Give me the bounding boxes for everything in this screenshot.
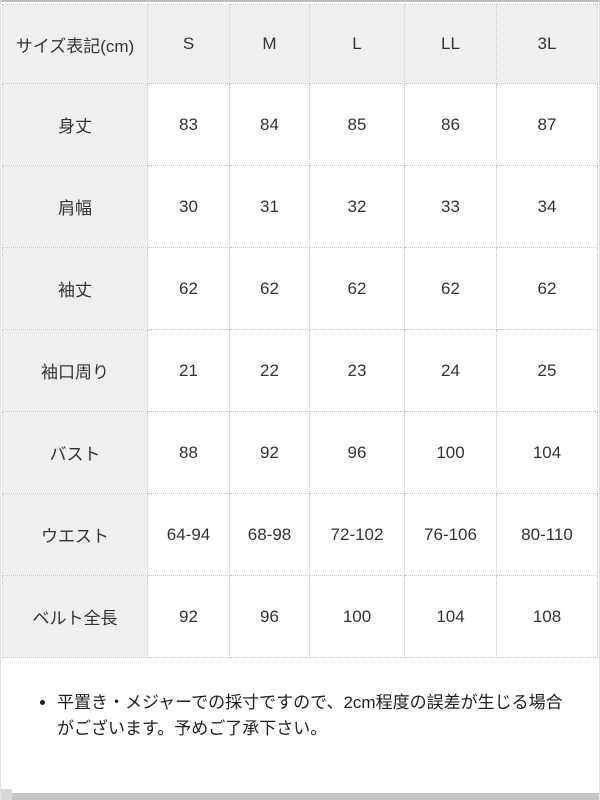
measurement-cell: 23 <box>309 329 405 412</box>
measurement-cell: 62 <box>147 247 230 330</box>
measurement-cell: 31 <box>229 165 310 248</box>
measurement-cell: 24 <box>404 329 497 412</box>
measurement-cell: 22 <box>229 329 310 412</box>
table-header-row: サイズ表記(cm) S M L LL 3L <box>2 4 598 84</box>
measurement-cell: 92 <box>147 575 230 658</box>
table-row: 身丈 83 84 85 86 87 <box>2 83 598 166</box>
table-row: バスト 88 92 96 100 104 <box>2 411 598 494</box>
note-list: 平置き・メジャーでの採寸ですので、2cm程度の誤差が生じる場合がございます。予め… <box>1 690 571 742</box>
row-label: 身丈 <box>2 83 148 166</box>
measurement-cell: 87 <box>496 83 598 166</box>
table-row: 袖丈 62 62 62 62 62 <box>2 247 598 330</box>
measurement-cell: 21 <box>147 329 230 412</box>
note-item: 平置き・メジャーでの採寸ですので、2cm程度の誤差が生じる場合がございます。予め… <box>57 690 571 742</box>
measurement-cell: 62 <box>309 247 405 330</box>
size-column-header: 3L <box>496 4 598 84</box>
measurement-cell: 88 <box>147 411 230 494</box>
measurement-cell: 96 <box>229 575 310 658</box>
size-chart-table: サイズ表記(cm) S M L LL 3L 身丈 83 84 85 86 87 肩幅 30 31 32 33… <box>2 4 598 658</box>
measurement-cell: 32 <box>309 165 405 248</box>
measurement-cell: 68-98 <box>229 493 310 576</box>
measurement-cell: 62 <box>229 247 310 330</box>
note-section: 平置き・メジャーでの採寸ですので、2cm程度の誤差が生じる場合がございます。予め… <box>1 658 599 742</box>
table-row: 肩幅 30 31 32 33 34 <box>2 165 598 248</box>
row-label: ウエスト <box>2 493 148 576</box>
measurement-cell: 25 <box>496 329 598 412</box>
measurement-cell: 64-94 <box>147 493 230 576</box>
measurement-cell: 104 <box>404 575 497 658</box>
measurement-cell: 62 <box>404 247 497 330</box>
measurement-cell: 96 <box>309 411 405 494</box>
measurement-cell: 72-102 <box>309 493 405 576</box>
table-row: ベルト全長 92 96 100 104 108 <box>2 575 598 658</box>
table-row: 袖口周り 21 22 23 24 25 <box>2 329 598 412</box>
measurement-cell: 100 <box>309 575 405 658</box>
measurement-cell: 62 <box>496 247 598 330</box>
row-label: 袖丈 <box>2 247 148 330</box>
row-label: 袖口周り <box>2 329 148 412</box>
measurement-cell: 76-106 <box>404 493 497 576</box>
measurement-cell: 83 <box>147 83 230 166</box>
row-label: ベルト全長 <box>2 575 148 658</box>
measurement-cell: 100 <box>404 411 497 494</box>
measurement-cell: 104 <box>496 411 598 494</box>
measurement-cell: 34 <box>496 165 598 248</box>
size-column-header: S <box>147 4 230 84</box>
measurement-cell: 108 <box>496 575 598 658</box>
table-row: ウエスト 64-94 68-98 72-102 76-106 80-110 <box>2 493 598 576</box>
measurement-cell: 85 <box>309 83 405 166</box>
measurement-cell: 30 <box>147 165 230 248</box>
measurement-cell: 92 <box>229 411 310 494</box>
measurement-cell: 33 <box>404 165 497 248</box>
measurement-cell: 86 <box>404 83 497 166</box>
horizontal-scrollbar[interactable] <box>1 789 599 800</box>
scrollbar-corner[interactable] <box>1 789 12 800</box>
row-label: 肩幅 <box>2 165 148 248</box>
measurement-cell: 80-110 <box>496 493 598 576</box>
row-label: バスト <box>2 411 148 494</box>
size-column-header: L <box>309 4 405 84</box>
size-column-header: M <box>229 4 310 84</box>
size-column-header: LL <box>404 4 497 84</box>
measurement-cell: 84 <box>229 83 310 166</box>
size-chart-header-label: サイズ表記(cm) <box>2 4 148 84</box>
